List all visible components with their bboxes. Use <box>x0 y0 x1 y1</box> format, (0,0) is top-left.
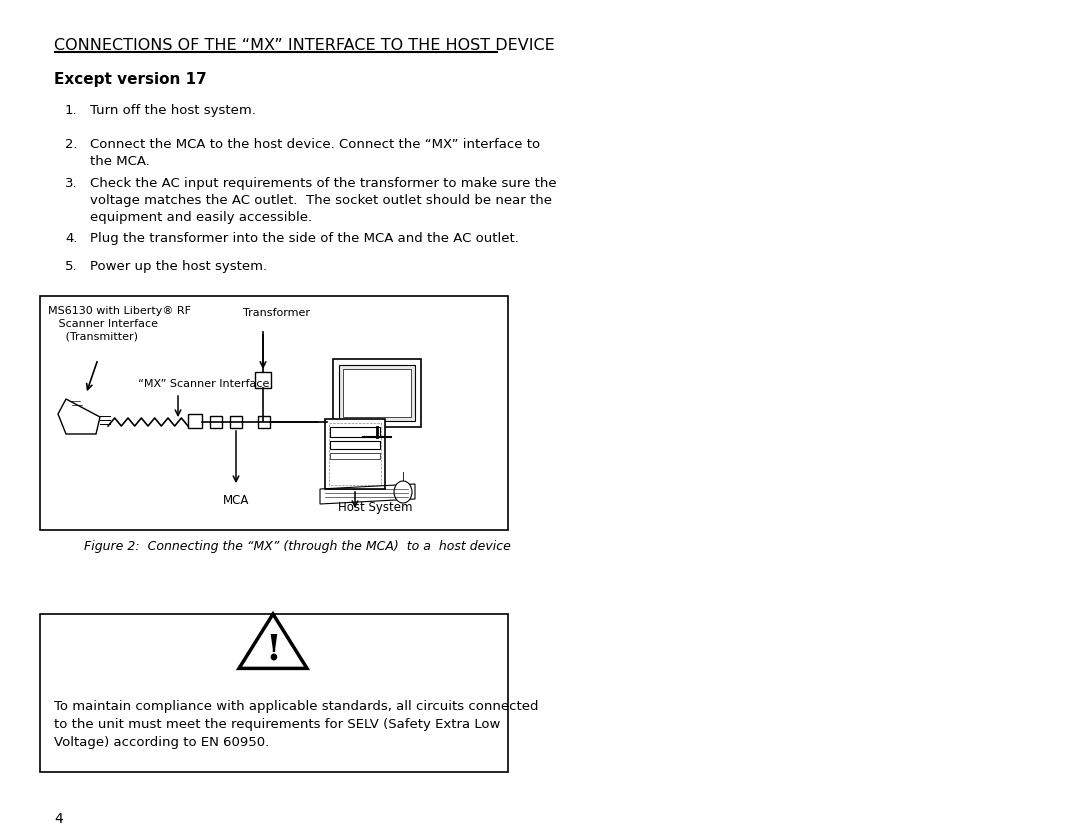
Text: 4: 4 <box>54 812 63 826</box>
Text: 3.: 3. <box>65 177 78 190</box>
Bar <box>210 416 222 428</box>
Text: CONNECTIONS OF THE “MX” INTERFACE TO THE HOST DEVICE: CONNECTIONS OF THE “MX” INTERFACE TO THE… <box>54 38 555 53</box>
Bar <box>255 372 271 388</box>
Bar <box>188 414 202 428</box>
Text: MS6130 with Liberty® RF
   Scanner Interface
     (Transmitter): MS6130 with Liberty® RF Scanner Interfac… <box>48 306 191 342</box>
Ellipse shape <box>394 481 411 503</box>
Bar <box>40 614 508 772</box>
Text: Plug the transformer into the side of the MCA and the AC outlet.: Plug the transformer into the side of th… <box>90 232 518 245</box>
Text: Turn off the host system.: Turn off the host system. <box>90 104 256 117</box>
Text: Figure 2:  Connecting the “MX” (through the MCA)  to a  host device: Figure 2: Connecting the “MX” (through t… <box>84 540 511 553</box>
Text: Check the AC input requirements of the transformer to make sure the
voltage matc: Check the AC input requirements of the t… <box>90 177 556 224</box>
Text: 5.: 5. <box>65 260 78 273</box>
Polygon shape <box>239 614 307 668</box>
Bar <box>230 416 242 428</box>
Text: 2.: 2. <box>65 138 78 151</box>
Bar <box>330 453 380 459</box>
Bar <box>333 359 421 427</box>
Text: 4.: 4. <box>65 232 78 245</box>
Bar <box>330 427 380 437</box>
Bar <box>339 365 415 421</box>
Text: Power up the host system.: Power up the host system. <box>90 260 267 273</box>
Bar <box>258 416 270 428</box>
Text: MCA: MCA <box>222 494 249 507</box>
Bar <box>329 423 381 485</box>
Text: “MX” Scanner Interface: “MX” Scanner Interface <box>138 379 269 389</box>
Text: !: ! <box>265 633 281 667</box>
Text: Connect the MCA to the host device. Connect the “MX” interface to
the MCA.: Connect the MCA to the host device. Conn… <box>90 138 540 168</box>
Text: Host System: Host System <box>338 501 413 514</box>
Text: 1.: 1. <box>65 104 78 117</box>
Bar <box>325 419 384 489</box>
Bar <box>40 296 508 530</box>
Text: Except version 17: Except version 17 <box>54 72 206 87</box>
Text: Transformer: Transformer <box>243 308 310 318</box>
Text: To maintain compliance with applicable standards, all circuits connected
to the : To maintain compliance with applicable s… <box>54 700 539 749</box>
Bar <box>343 369 411 417</box>
Bar <box>330 441 380 449</box>
